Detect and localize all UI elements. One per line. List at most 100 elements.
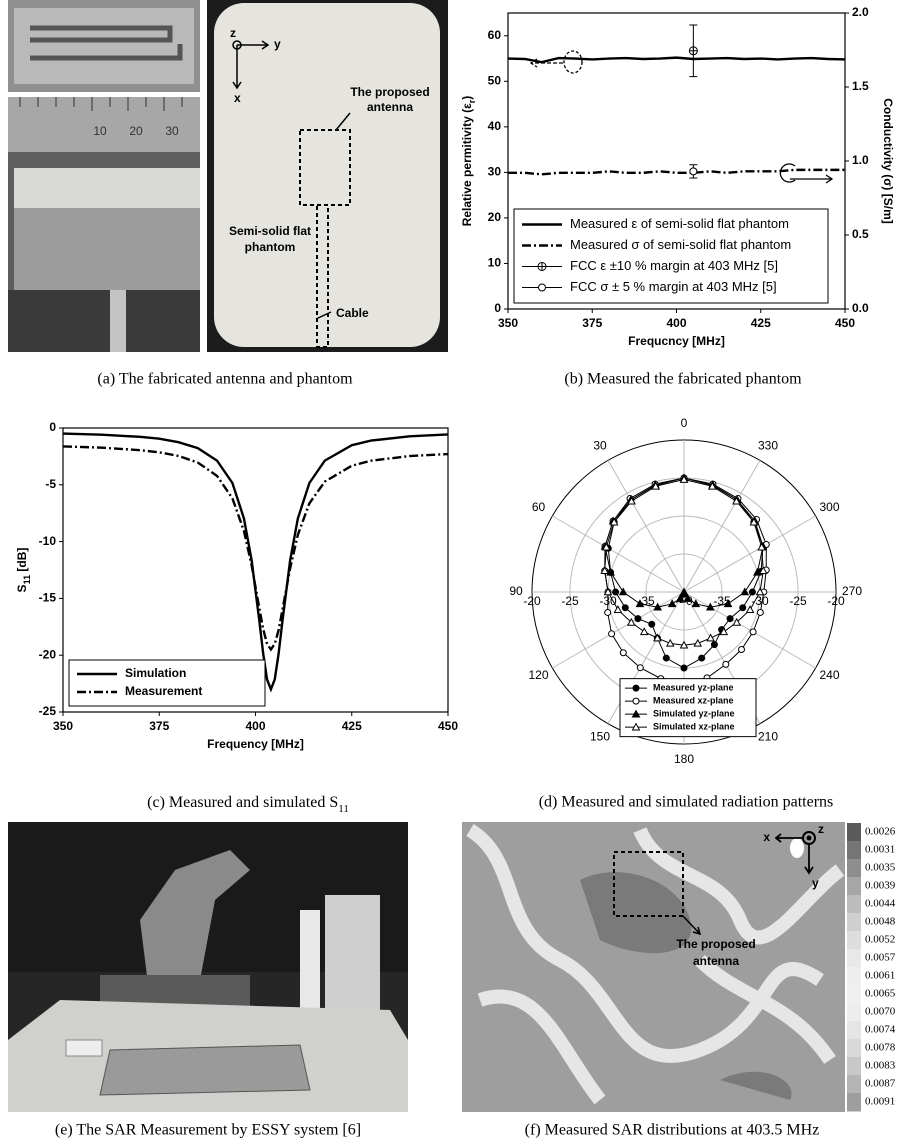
y-axis-title-part: ) xyxy=(460,96,474,100)
theta-tick-label: 120 xyxy=(528,668,548,682)
series-line xyxy=(508,58,845,63)
panel xyxy=(300,910,320,1020)
callout: phantom xyxy=(245,240,296,254)
axis-label: y xyxy=(812,876,819,890)
colorbar-label: 0.0061 xyxy=(865,970,895,982)
axis-origin xyxy=(807,836,812,841)
colorbar-label: 0.0070 xyxy=(865,1006,896,1018)
colorbar-cell xyxy=(847,913,861,932)
marker xyxy=(667,640,674,646)
caption-subscript: 11 xyxy=(338,803,349,815)
series-line xyxy=(608,478,763,668)
marker xyxy=(740,605,746,611)
legend-label: Measured σ of semi-solid flat phantom xyxy=(570,237,791,252)
marker xyxy=(633,685,639,691)
colorbar-label: 0.0044 xyxy=(865,898,896,910)
colorbar-label: 0.0052 xyxy=(865,934,895,946)
callout: antenna xyxy=(693,954,739,968)
legend-label: FCC ε ±10 % margin at 403 MHz [5] xyxy=(570,258,778,273)
y-tick-label: 30 xyxy=(488,165,502,179)
x-tick-label: 400 xyxy=(666,316,686,330)
marker xyxy=(690,168,697,175)
marker xyxy=(620,650,626,656)
marker xyxy=(637,665,643,671)
colorbar-label: 0.0039 xyxy=(865,880,896,892)
marker xyxy=(622,605,628,611)
y-tick-label: -15 xyxy=(39,591,57,605)
marker xyxy=(694,640,701,646)
axis-label: x xyxy=(763,830,770,844)
substrate xyxy=(14,8,194,84)
photo-a: 10 20 30 z y x The proposed antenna Semi… xyxy=(8,0,448,352)
colorbar-label: 0.0048 xyxy=(865,916,896,928)
marker xyxy=(663,655,669,661)
y2-tick-label: 1.0 xyxy=(852,153,869,167)
colorbar-cell xyxy=(847,1003,861,1022)
theta-tick-label: 210 xyxy=(758,730,778,744)
marker xyxy=(739,647,745,653)
colorbar-cell xyxy=(847,1093,861,1112)
photo-e xyxy=(8,822,408,1112)
theta-tick-label: 30 xyxy=(593,439,607,453)
ground-plane xyxy=(14,208,200,290)
x-tick-label: 350 xyxy=(53,719,73,733)
axis-label: z xyxy=(818,822,824,836)
marker xyxy=(538,263,546,271)
y2-axis-title: Conductivity (σ) [S/m] xyxy=(881,98,895,224)
colorbar-label: 0.0026 xyxy=(865,826,896,838)
marker xyxy=(750,629,756,635)
colorbar-label: 0.0074 xyxy=(865,1024,896,1036)
marker xyxy=(613,589,619,595)
r-tick-label: -25 xyxy=(789,594,807,608)
marker xyxy=(633,698,639,704)
colorbar-label: 0.0065 xyxy=(865,988,896,1000)
marker xyxy=(609,631,615,637)
colorbar-cell xyxy=(847,1039,861,1058)
marker xyxy=(699,655,705,661)
series-line xyxy=(63,446,448,649)
caption: (b) Measured the fabricated phantom xyxy=(564,371,802,388)
phantom-tray xyxy=(100,1045,310,1095)
y-axis-title-part: Relative permitivity (ε xyxy=(460,103,474,226)
colorbar-cell xyxy=(847,841,861,860)
background xyxy=(8,290,200,352)
y-tick-label: 60 xyxy=(488,28,502,42)
y-tick-label: 0 xyxy=(49,420,56,434)
colorbar-cell xyxy=(847,877,861,896)
r-tick-label: -30 xyxy=(751,594,769,608)
colorbar-cell xyxy=(847,1021,861,1040)
y-tick-label: 40 xyxy=(488,119,502,133)
x-tick-label: 425 xyxy=(751,316,771,330)
axis-arrow xyxy=(790,175,832,183)
photo-f: The proposed antenna x z y xyxy=(462,822,845,1112)
monitor xyxy=(66,1040,102,1056)
y-tick-label: -25 xyxy=(39,704,57,718)
y-tick-label: 10 xyxy=(488,256,502,270)
y-axis-title-part: [dB] xyxy=(15,548,29,575)
callout: The proposed xyxy=(350,85,429,99)
y2-tick-label: 0.5 xyxy=(852,227,869,241)
marker xyxy=(723,661,729,667)
x-tick-label: 375 xyxy=(149,719,169,733)
legend-label: FCC σ ± 5 % margin at 403 MHz [5] xyxy=(570,279,777,294)
colorbar-label: 0.0078 xyxy=(865,1042,896,1054)
colorbar: 0.00260.00310.00350.00390.00440.00480.00… xyxy=(847,823,896,1112)
x-tick-label: 425 xyxy=(342,719,362,733)
legend-label: Measurement xyxy=(125,684,202,698)
marker xyxy=(727,616,733,622)
theta-tick-label: 60 xyxy=(532,500,546,514)
colorbar-label: 0.0031 xyxy=(865,844,895,856)
callout: antenna xyxy=(367,100,413,114)
marker xyxy=(539,284,546,291)
x-axis-title: Frequcncy [MHz] xyxy=(628,334,725,348)
legend-label: Measured yz-plane xyxy=(653,683,734,693)
legend-label: Measured xz-plane xyxy=(653,696,734,706)
callout: Semi-solid flat xyxy=(229,224,311,238)
theta-tick-label: 180 xyxy=(674,752,694,766)
caption-text: (c) Measured and simulated S xyxy=(147,794,338,811)
x-tick-label: 350 xyxy=(498,316,518,330)
legend-label: Simulated yz-plane xyxy=(653,709,735,719)
y-axis-title: Relative permitivity (εr) xyxy=(460,96,477,227)
marker xyxy=(749,589,755,595)
y-tick-label: -5 xyxy=(45,477,56,491)
